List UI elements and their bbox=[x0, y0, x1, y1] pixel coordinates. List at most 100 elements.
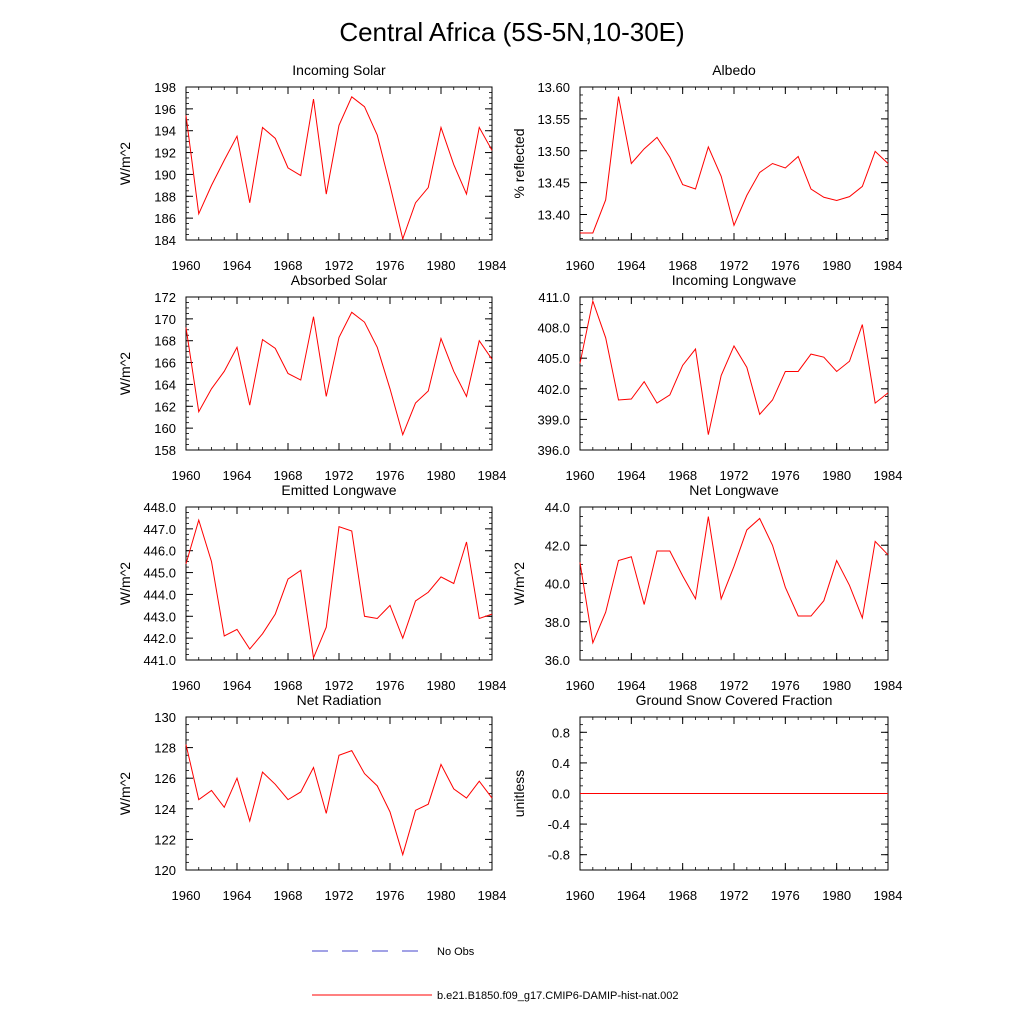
y-tick-label: 40.0 bbox=[545, 577, 570, 592]
panel-8: Ground Snow Covered Fraction unitless 1960… bbox=[511, 692, 902, 903]
series-line bbox=[185, 311, 493, 437]
x-tick-label: 1964 bbox=[617, 258, 646, 273]
plot-frame bbox=[185, 86, 493, 241]
y-tick-label: 13.55 bbox=[537, 112, 570, 127]
x-tick-label: 1976 bbox=[376, 258, 405, 273]
panel-title: Emitted Longwave bbox=[281, 482, 396, 498]
y-tick-label: 402.0 bbox=[537, 382, 570, 397]
panel-title: Absorbed Solar bbox=[291, 272, 388, 288]
legend-item-no-obs: No Obs bbox=[312, 946, 475, 958]
y-axis-label: W/m^2 bbox=[117, 772, 133, 815]
x-tick-label: 1976 bbox=[771, 468, 800, 483]
panel-title: Net Longwave bbox=[689, 482, 779, 498]
x-tick-label: 1984 bbox=[478, 258, 507, 273]
series-line bbox=[185, 744, 493, 857]
x-tick-label: 1972 bbox=[720, 258, 749, 273]
y-tick-label: 192 bbox=[154, 146, 176, 161]
y-tick-label: 405.0 bbox=[537, 351, 570, 366]
x-tick-label: 1972 bbox=[720, 678, 749, 693]
y-tick-label: 38.0 bbox=[545, 615, 570, 630]
x-tick-label: 1960 bbox=[172, 888, 201, 903]
y-tick-label: 42.0 bbox=[545, 538, 570, 553]
y-tick-label: 36.0 bbox=[545, 653, 570, 668]
x-tick-label: 1984 bbox=[874, 888, 903, 903]
y-tick-label: 160 bbox=[154, 421, 176, 436]
legend: No Obs b.e21.B1850.f09_g17.CMIP6-DAMIP-hi… bbox=[312, 946, 679, 1002]
legend-label: No Obs bbox=[437, 946, 475, 958]
y-tick-label: 13.45 bbox=[537, 176, 570, 191]
y-tick-label: -0.4 bbox=[548, 817, 570, 832]
x-tick-label: 1968 bbox=[668, 258, 697, 273]
x-tick-label: 1980 bbox=[427, 678, 456, 693]
x-tick-label: 1984 bbox=[478, 888, 507, 903]
y-tick-label: 122 bbox=[154, 832, 176, 847]
x-tick-label: 1968 bbox=[274, 468, 303, 483]
y-tick-label: 162 bbox=[154, 399, 176, 414]
x-tick-label: 1976 bbox=[376, 678, 405, 693]
x-tick-label: 1968 bbox=[274, 888, 303, 903]
x-tick-label: 1968 bbox=[668, 888, 697, 903]
x-tick-label: 1972 bbox=[325, 888, 354, 903]
x-tick-label: 1980 bbox=[822, 888, 851, 903]
y-tick-label: 399.0 bbox=[537, 412, 570, 427]
y-tick-label: 158 bbox=[154, 443, 176, 458]
panel-4: Incoming Longwave 1960 1964 1968 1972 1976 198… bbox=[537, 272, 902, 483]
series-line bbox=[185, 518, 493, 660]
x-tick-label: 1968 bbox=[668, 468, 697, 483]
plot-frame bbox=[579, 296, 889, 451]
x-tick-label: 1972 bbox=[720, 468, 749, 483]
y-tick-label: 128 bbox=[154, 741, 176, 756]
y-tick-label: 126 bbox=[154, 771, 176, 786]
x-tick-label: 1968 bbox=[668, 678, 697, 693]
panel-6: Net Longwave W/m^2 1960 1964 1968 1972 1976 198… bbox=[511, 482, 902, 693]
y-axis-label: W/m^2 bbox=[511, 562, 527, 605]
x-tick-label: 1984 bbox=[874, 468, 903, 483]
x-tick-label: 1964 bbox=[223, 258, 252, 273]
x-tick-label: 1964 bbox=[617, 468, 646, 483]
plot-frame bbox=[185, 716, 493, 871]
x-tick-label: 1968 bbox=[274, 258, 303, 273]
y-tick-label: 170 bbox=[154, 312, 176, 327]
x-tick-label: 1960 bbox=[566, 888, 595, 903]
y-tick-label: 172 bbox=[154, 290, 176, 305]
panel-title: Incoming Solar bbox=[292, 62, 386, 78]
x-tick-label: 1976 bbox=[376, 888, 405, 903]
y-tick-label: 0.8 bbox=[552, 725, 570, 740]
legend-item-model: b.e21.B1850.f09_g17.CMIP6-DAMIP-hist-nat… bbox=[312, 990, 679, 1002]
y-tick-label: 188 bbox=[154, 189, 176, 204]
x-tick-label: 1964 bbox=[617, 678, 646, 693]
x-tick-label: 1984 bbox=[874, 678, 903, 693]
y-tick-label: 13.50 bbox=[537, 144, 570, 159]
x-tick-label: 1984 bbox=[478, 678, 507, 693]
panel-1: Incoming Solar W/m^2 1960 1964 1968 1972 1976 1… bbox=[117, 62, 506, 273]
y-tick-label: 441.0 bbox=[143, 653, 176, 668]
figure-title: Central Africa (5S-5N,10-30E) bbox=[339, 17, 684, 47]
y-tick-label: 411.0 bbox=[538, 290, 570, 305]
x-tick-label: 1964 bbox=[223, 468, 252, 483]
y-tick-label: 130 bbox=[154, 710, 176, 725]
y-tick-label: 396.0 bbox=[537, 443, 570, 458]
x-tick-label: 1980 bbox=[427, 258, 456, 273]
x-tick-label: 1960 bbox=[172, 258, 201, 273]
y-tick-label: 442.0 bbox=[143, 631, 176, 646]
x-tick-label: 1980 bbox=[427, 468, 456, 483]
series-line bbox=[580, 96, 889, 234]
y-tick-label: 166 bbox=[154, 356, 176, 371]
x-tick-label: 1984 bbox=[478, 468, 507, 483]
panel-3: Absorbed Solar W/m^2 1960 1964 1968 1972 1976 1… bbox=[117, 272, 506, 483]
x-tick-label: 1976 bbox=[376, 468, 405, 483]
panel-title: Ground Snow Covered Fraction bbox=[636, 692, 833, 708]
x-tick-label: 1980 bbox=[822, 258, 851, 273]
y-tick-label: 194 bbox=[154, 124, 176, 139]
legend-label: b.e21.B1850.f09_g17.CMIP6-DAMIP-hist-nat… bbox=[437, 990, 679, 1002]
y-tick-label: -0.8 bbox=[548, 848, 570, 863]
panel-title: Albedo bbox=[712, 62, 756, 78]
x-tick-label: 1972 bbox=[325, 678, 354, 693]
x-tick-label: 1976 bbox=[771, 888, 800, 903]
x-tick-label: 1960 bbox=[566, 258, 595, 273]
panel-title: Net Radiation bbox=[297, 692, 382, 708]
plot-frame bbox=[579, 86, 889, 241]
x-tick-label: 1960 bbox=[566, 468, 595, 483]
y-tick-label: 0.4 bbox=[552, 756, 570, 771]
y-tick-label: 196 bbox=[154, 102, 176, 117]
